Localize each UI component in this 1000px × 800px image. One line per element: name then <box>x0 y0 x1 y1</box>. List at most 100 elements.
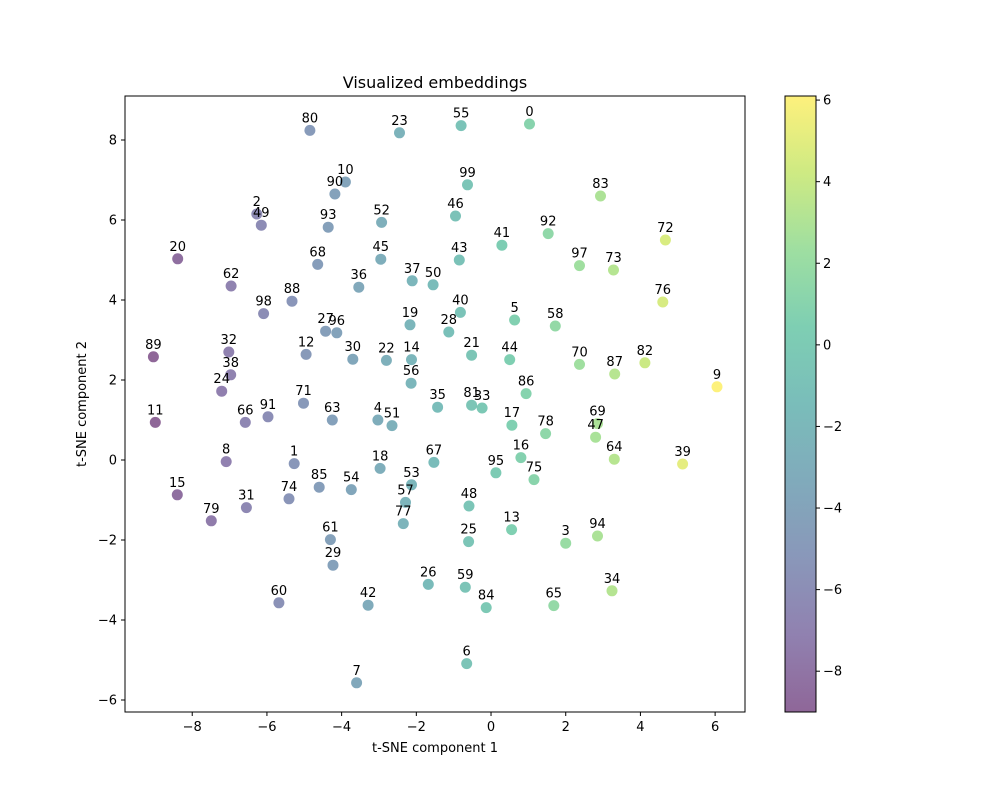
colorbar-tick-label: 6 <box>823 94 831 109</box>
point-label-57: 57 <box>397 483 414 498</box>
y-tick-label: −4 <box>98 614 117 629</box>
point-label-31: 31 <box>238 489 255 504</box>
point-label-60: 60 <box>271 584 288 599</box>
scatter-point-87 <box>609 368 621 380</box>
point-label-13: 13 <box>503 511 520 526</box>
point-label-35: 35 <box>429 388 446 403</box>
point-label-98: 98 <box>255 295 272 310</box>
point-label-22: 22 <box>378 341 395 356</box>
point-label-8: 8 <box>222 443 230 458</box>
point-label-97: 97 <box>571 247 588 262</box>
scatter-point-30 <box>347 353 359 365</box>
scatter-point-56 <box>405 377 417 389</box>
scatter-point-85 <box>313 481 325 493</box>
colorbar-frame <box>784 95 817 713</box>
point-label-70: 70 <box>571 345 588 360</box>
scatter-point-17 <box>506 419 518 431</box>
x-axis-ticks: −8 −6 −4 −2 0 2 4 6 <box>183 712 719 735</box>
scatter-point-88 <box>286 295 298 307</box>
point-label-26: 26 <box>420 565 437 580</box>
point-label-73: 73 <box>605 251 622 266</box>
point-label-90: 90 <box>327 175 344 190</box>
scatter-point-72 <box>659 234 671 246</box>
scatter-point-67 <box>428 456 440 468</box>
scatter-point-34 <box>606 585 618 597</box>
scatter-point-31 <box>240 502 252 514</box>
colorbar-tick-label: 4 <box>823 175 831 190</box>
point-label-36: 36 <box>351 268 368 283</box>
scatter-point-28 <box>443 326 455 338</box>
scatter-point-76 <box>657 296 669 308</box>
scatter-point-20 <box>172 253 184 265</box>
point-label-29: 29 <box>325 546 342 561</box>
scatter-point-39 <box>677 458 689 470</box>
scatter-point-84 <box>480 602 492 614</box>
scatter-point-45 <box>375 253 387 265</box>
y-tick-label: 6 <box>109 214 117 229</box>
scatter-point-12 <box>300 348 312 360</box>
scatter-point-73 <box>608 264 619 276</box>
point-label-76: 76 <box>655 283 672 298</box>
scatter-point-53 <box>406 479 417 491</box>
scatter-point-49 <box>255 219 267 231</box>
point-label-39: 39 <box>674 445 691 460</box>
point-label-27: 27 <box>317 312 334 327</box>
point-label-41: 41 <box>494 226 511 241</box>
scatter-point-15 <box>171 489 183 501</box>
point-label-67: 67 <box>426 443 443 458</box>
scatter-point-68 <box>312 258 324 270</box>
scatter-point-33 <box>476 402 488 414</box>
point-label-89: 89 <box>145 338 162 353</box>
point-label-85: 85 <box>311 468 328 483</box>
point-label-9: 9 <box>713 368 721 383</box>
scatter-point-91 <box>262 411 274 423</box>
y-axis-ticks: −6 −4 −2 0 2 4 6 8 <box>98 134 125 709</box>
point-label-93: 93 <box>320 208 337 223</box>
point-label-50: 50 <box>425 266 442 281</box>
point-label-44: 44 <box>501 341 518 356</box>
point-label-94: 94 <box>589 517 606 532</box>
scatter-point-27 <box>320 325 332 337</box>
scatter-point-64 <box>608 453 620 465</box>
point-label-30: 30 <box>345 340 362 355</box>
x-tick-label: −8 <box>183 720 202 735</box>
scatter-point-26 <box>422 578 434 590</box>
scatter-point-50 <box>427 279 439 291</box>
point-label-17: 17 <box>504 406 521 421</box>
point-label-51: 51 <box>384 407 401 422</box>
chart-title: Visualized embeddings <box>343 73 528 92</box>
point-label-25: 25 <box>460 523 477 538</box>
scatter-point-42 <box>362 599 374 611</box>
scatter-point-22 <box>380 354 392 366</box>
point-label-11: 11 <box>147 403 164 418</box>
scatter-point-36 <box>353 281 365 293</box>
point-label-82: 82 <box>637 344 654 359</box>
scatter-point-46 <box>450 210 461 222</box>
scatter-point-25 <box>463 536 475 548</box>
scatter-point-44 <box>504 354 516 366</box>
scatter-point-94 <box>592 530 603 542</box>
scatter-point-11 <box>149 416 161 428</box>
scatter-point-29 <box>327 559 339 571</box>
x-tick-label: −2 <box>407 720 426 735</box>
point-label-38: 38 <box>222 356 239 371</box>
point-label-75: 75 <box>526 461 543 476</box>
scatter-point-66 <box>239 416 251 428</box>
point-label-96: 96 <box>329 314 346 329</box>
scatter-point-80 <box>304 124 316 136</box>
point-label-56: 56 <box>403 364 420 379</box>
scatter-point-77 <box>397 518 409 530</box>
scatter-point-37 <box>406 275 418 287</box>
point-label-95: 95 <box>488 454 505 469</box>
point-label-69: 69 <box>589 405 606 420</box>
point-label-19: 19 <box>402 306 419 321</box>
y-tick-label: 2 <box>109 374 117 389</box>
scatter-point-21 <box>466 349 478 361</box>
x-tick-label: 2 <box>562 720 570 735</box>
point-label-10: 10 <box>337 163 354 178</box>
scatter-point-18 <box>374 462 386 474</box>
scatter-point-40 <box>454 306 466 318</box>
colorbar-gradient <box>785 96 816 712</box>
scatter-point-8 <box>220 456 232 468</box>
